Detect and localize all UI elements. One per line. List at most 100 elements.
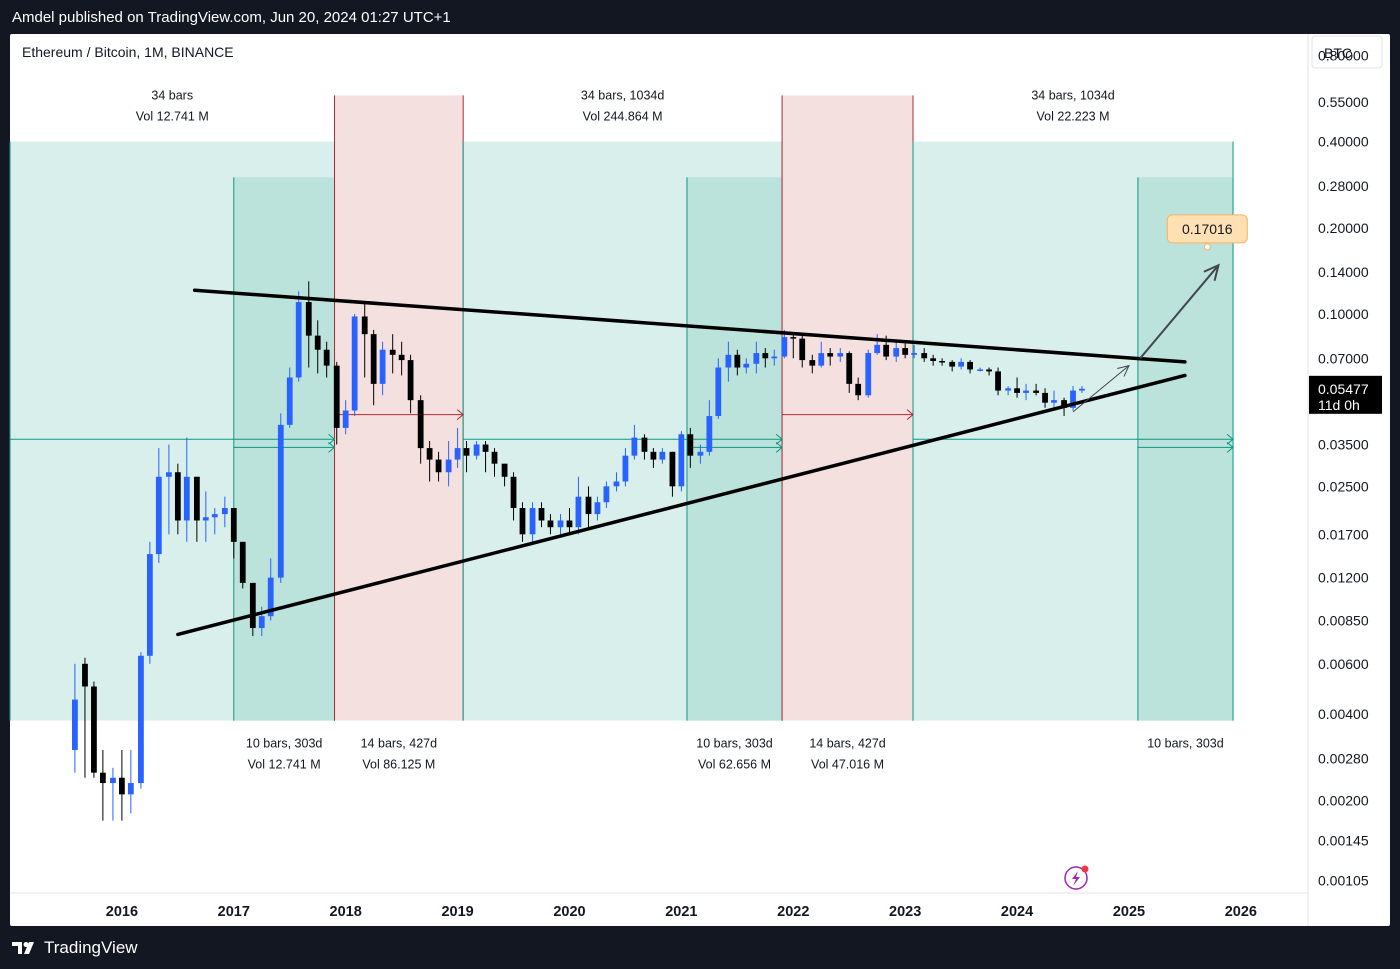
candle-body-7 [138, 655, 144, 784]
lightning-icon[interactable] [1064, 865, 1089, 890]
range-arrow-head-1 [328, 441, 336, 453]
candle-body-87 [883, 344, 890, 357]
zone-label-0: 34 bars [151, 89, 193, 103]
candle-body-91 [921, 353, 928, 359]
candle-body-70 [725, 354, 732, 368]
tradingview-logo: TradingView [12, 938, 138, 958]
zone-red-5 [782, 95, 914, 721]
zone-label-1: 10 bars, 303d [246, 737, 322, 751]
candle-body-90 [911, 353, 918, 355]
price-tick-2: 0.40000 [1318, 134, 1369, 150]
candle-body-34 [389, 349, 396, 355]
candle-body-17 [230, 508, 237, 542]
candle-body-9 [155, 476, 162, 555]
candle-body-25 [305, 302, 312, 336]
brand-name: TradingView [44, 938, 138, 957]
candle-body-74 [762, 353, 769, 359]
time-tick-2023: 2023 [889, 904, 921, 920]
candle-body-39 [435, 459, 442, 473]
time-tick-2020: 2020 [553, 904, 585, 920]
projection-arrow-head-1 [1203, 263, 1220, 281]
zone-green_dark-4 [686, 177, 783, 721]
zone-green_dark-1 [233, 177, 335, 721]
candle-body-53 [566, 520, 573, 528]
candle-body-32 [370, 334, 377, 384]
price-tick-10: 0.02500 [1318, 478, 1369, 494]
zone-labels-layer: 34 bars Vol 12.741 M 10 bars, 303d Vol 12.7… [136, 89, 1224, 772]
price-tick-7: 0.07000 [1318, 350, 1369, 366]
candle-body-101 [1014, 388, 1020, 393]
candle-body-96 [967, 361, 973, 370]
price-tick-5: 0.14000 [1318, 264, 1369, 280]
range-arrow-head-7 [1226, 441, 1234, 453]
candle-body-66 [687, 434, 694, 456]
zone-vol-0: Vol 12.741 M [136, 110, 209, 124]
last-price-value: 0.05477 [1318, 381, 1369, 397]
candle-body-54 [575, 496, 582, 528]
projection-arrow-1 [1139, 264, 1220, 359]
range-arrow-head-3 [775, 433, 783, 445]
candle-body-8 [146, 554, 153, 656]
candle-body-99 [995, 371, 1001, 391]
candle-body-22 [277, 424, 284, 578]
trendline-lower-support [176, 373, 1187, 637]
candle-body-65 [678, 434, 685, 487]
zone-vol-5: Vol 47.016 M [811, 758, 884, 772]
price-tick-16: 0.00280 [1318, 751, 1369, 767]
candle-body-0 [72, 699, 78, 751]
candle-body-28 [333, 365, 340, 428]
candle-body-6 [127, 783, 134, 795]
price-tick-14: 0.00600 [1318, 656, 1369, 672]
candle-body-73 [753, 353, 760, 364]
candle-body-55 [585, 496, 592, 515]
last-price-countdown: 11d 0h [1318, 397, 1360, 413]
candle-body-92 [930, 358, 937, 362]
candle-body-38 [426, 448, 433, 460]
candle-body-40 [445, 459, 452, 473]
candle-body-80 [818, 353, 825, 366]
candle-body-95 [958, 361, 965, 367]
publisher-line: Amdel published on TradingView.com, Jun … [12, 9, 451, 26]
price-tick-17: 0.00200 [1318, 792, 1369, 808]
time-tick-2017: 2017 [218, 904, 250, 920]
time-tick-2021: 2021 [665, 904, 697, 920]
candle-body-36 [407, 360, 414, 401]
candle-body-56 [594, 502, 601, 515]
price-tick-15: 0.00400 [1318, 706, 1369, 722]
candle-body-77 [790, 337, 797, 339]
time-tick-2026: 2026 [1225, 904, 1257, 920]
publisher-bar: Amdel published on TradingView.com, Jun … [0, 0, 1400, 34]
candle-body-51 [547, 520, 554, 528]
candle-body-67 [697, 451, 704, 456]
candle-body-5 [119, 777, 125, 795]
candle-body-72 [743, 363, 750, 368]
candle-body-83 [846, 353, 853, 384]
candles-layer [72, 281, 1085, 821]
target-price-box [1166, 214, 1248, 244]
price-tick-18: 0.00145 [1318, 832, 1369, 848]
currency-label[interactable]: BTC [1324, 45, 1352, 61]
candle-body-68 [706, 416, 713, 452]
candle-body-81 [827, 353, 834, 357]
candle-body-89 [902, 348, 909, 355]
price-tick-19: 0.00105 [1318, 873, 1369, 889]
candle-body-46 [501, 463, 508, 477]
candle-body-106 [1061, 400, 1067, 408]
candle-body-94 [949, 361, 956, 367]
chart-title: Ethereum / Bitcoin, 1M, BINANCE [22, 44, 234, 60]
candle-body-61 [641, 437, 648, 452]
candle-body-24 [295, 302, 302, 378]
candle-body-69 [715, 367, 722, 417]
candle-body-48 [519, 508, 526, 535]
candle-body-98 [986, 369, 992, 372]
last-price-badge [1309, 375, 1382, 414]
zone-label-5: 14 bars, 427d [809, 737, 885, 751]
target-marker [1203, 243, 1211, 251]
candle-body-107 [1070, 390, 1076, 408]
candle-body-82 [837, 353, 844, 357]
candle-body-58 [613, 481, 620, 487]
candle-body-108 [1079, 388, 1085, 391]
candle-body-23 [286, 377, 293, 425]
candle-body-15 [211, 514, 218, 518]
